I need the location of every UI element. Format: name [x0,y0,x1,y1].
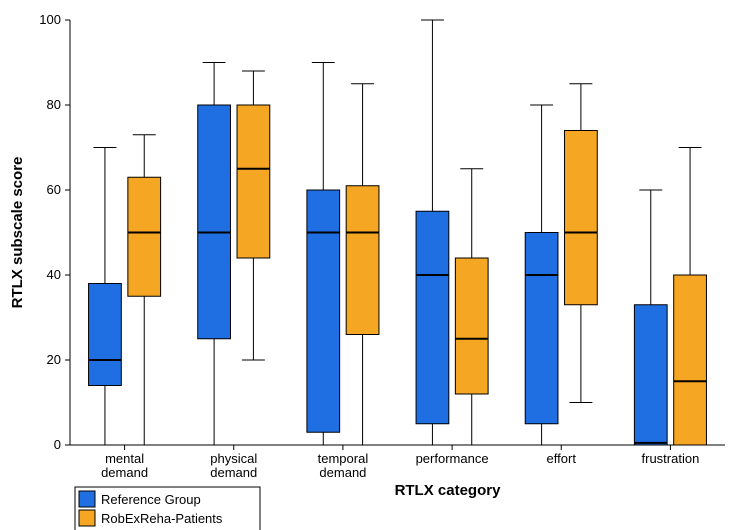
svg-text:20: 20 [47,352,61,367]
svg-text:temporal: temporal [318,451,369,466]
svg-text:demand: demand [319,465,366,480]
svg-text:0: 0 [54,437,61,452]
svg-text:60: 60 [47,182,61,197]
chart-container: 020406080100RTLX subscale scorementaldem… [0,0,744,530]
svg-text:RTLX subscale score: RTLX subscale score [9,157,26,309]
svg-text:100: 100 [39,12,61,27]
svg-text:Reference Group: Reference Group [101,492,201,507]
svg-text:mental: mental [105,451,144,466]
boxplot-chart: 020406080100RTLX subscale scorementaldem… [0,0,744,530]
svg-text:RobExReha-Patients: RobExReha-Patients [101,511,223,526]
svg-text:RTLX category: RTLX category [395,482,502,499]
svg-text:frustration: frustration [642,451,700,466]
svg-text:physical: physical [210,451,257,466]
svg-text:demand: demand [210,465,257,480]
svg-text:80: 80 [47,97,61,112]
svg-text:effort: effort [547,451,577,466]
svg-text:performance: performance [416,451,489,466]
svg-text:40: 40 [47,267,61,282]
svg-text:demand: demand [101,465,148,480]
